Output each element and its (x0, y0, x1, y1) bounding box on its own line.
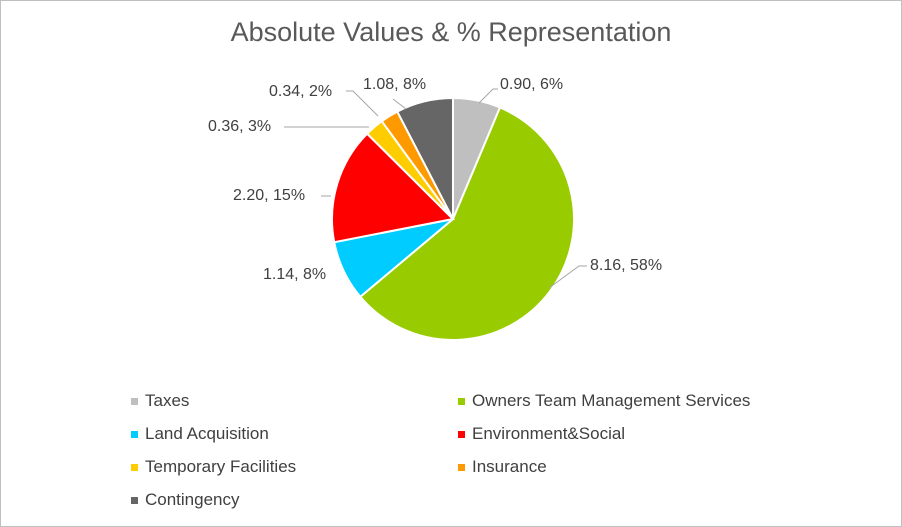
data-label: 0.34, 2% (269, 83, 332, 100)
chart-title: Absolute Values & % Representation (230, 17, 672, 47)
leader-line (478, 88, 498, 104)
legend-item: Insurance (458, 457, 547, 477)
legend-swatch (131, 430, 138, 438)
pie-slice-environment-social (331, 132, 456, 244)
legend-item: Environment&Social (458, 424, 625, 444)
data-label: 0.90, 6% (500, 76, 563, 93)
legend-label: Contingency (145, 490, 240, 509)
leader-line (548, 265, 587, 289)
data-label: 1.14, 8% (263, 266, 326, 283)
data-label: 1.08, 8% (363, 76, 426, 93)
leader-line (346, 90, 379, 117)
legend-swatch (458, 430, 465, 438)
legend-label: Insurance (472, 457, 547, 476)
data-label: 8.16, 58% (590, 257, 662, 274)
leader-line (392, 98, 407, 110)
legend-swatch (131, 397, 138, 405)
legend-label: Taxes (145, 391, 190, 410)
legend-swatch (131, 463, 138, 471)
legend-label: Temporary Facilities (145, 457, 297, 476)
data-label: 2.20, 15% (233, 187, 305, 204)
legend-label: Owners Team Management Services (472, 391, 751, 410)
legend-swatch (131, 496, 138, 504)
pie-slice-contingency (395, 96, 454, 220)
legend-item: Owners Team Management Services (458, 391, 750, 411)
legend-item: Taxes (131, 391, 189, 411)
pie-chart: 0.90, 6% 8.16, 58% 1.14, 8% 2.20, 15% 0.36, … (208, 76, 662, 341)
legend-swatch (458, 463, 465, 471)
legend-label: Land Acquisition (145, 424, 269, 443)
legend-item: Land Acquisition (131, 424, 269, 444)
legend-item: Temporary Facilities (131, 457, 296, 477)
legend-swatch (458, 397, 465, 405)
legend-item: Contingency (131, 490, 240, 510)
pie-slice-owners-team-management-services (358, 106, 575, 341)
data-label: 0.36, 3% (208, 118, 271, 135)
legend-label: Environment&Social (472, 424, 626, 443)
